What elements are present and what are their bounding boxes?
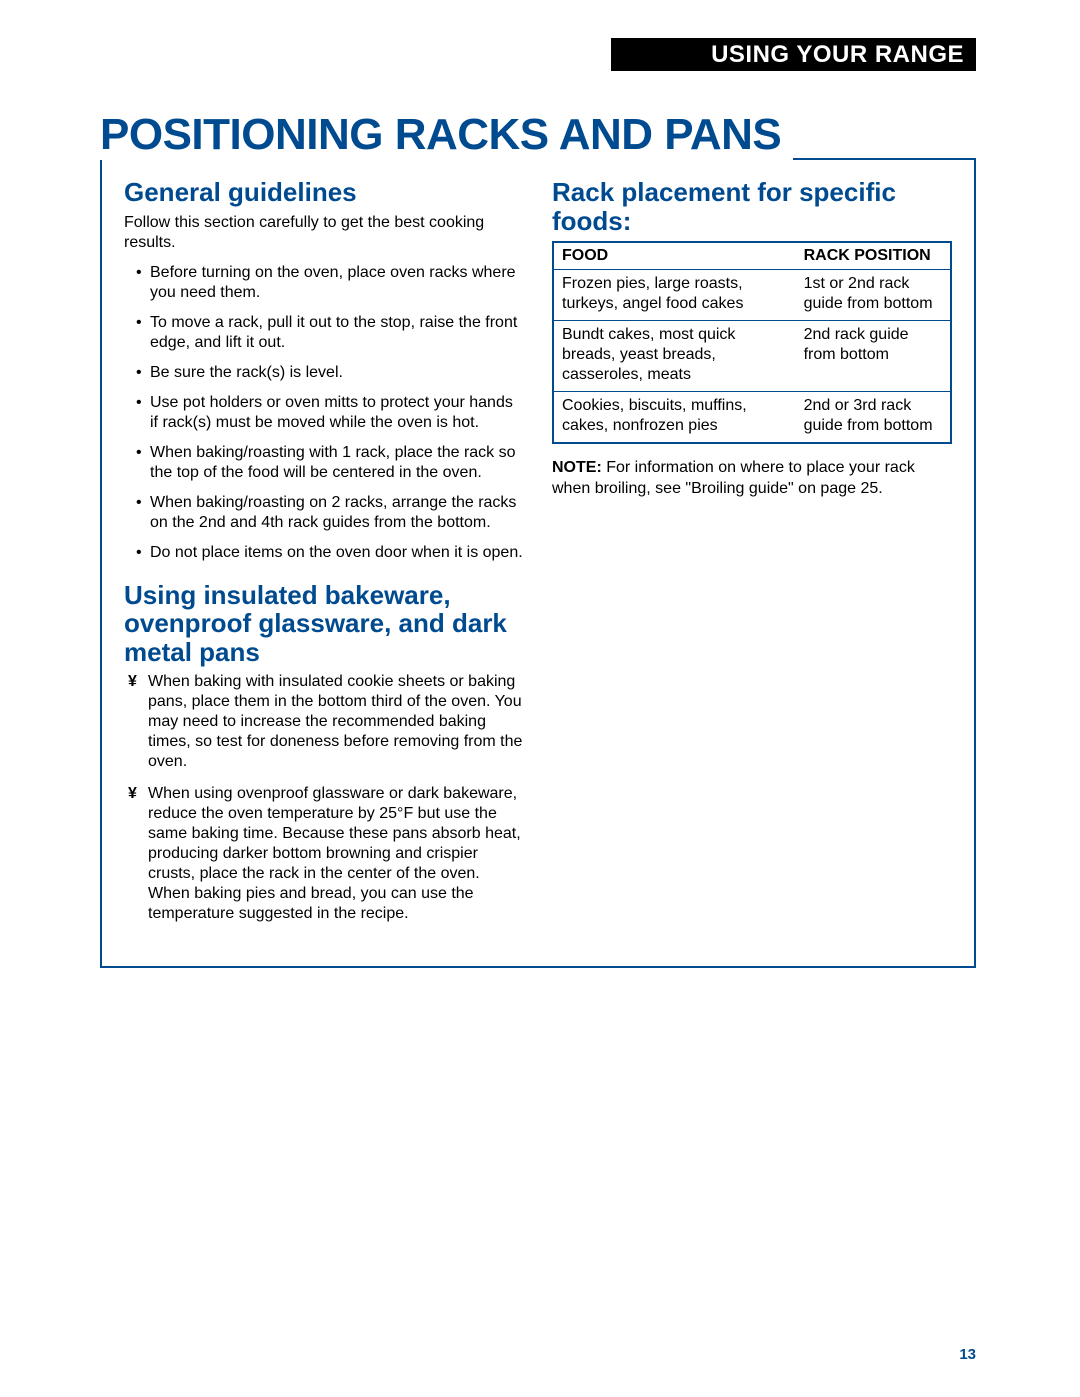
right-column: Rack placement for specific foods: FOOD … xyxy=(552,178,952,936)
note-text: NOTE: For information on where to place … xyxy=(552,458,952,500)
list-item: To move a rack, pull it out to the stop,… xyxy=(136,313,524,353)
intro-text: Follow this section carefully to get the… xyxy=(124,213,524,253)
cell-rack: 2nd rack guide from bottom xyxy=(796,321,951,392)
table-header-rack: RACK POSITION xyxy=(796,242,951,270)
note-label: NOTE: xyxy=(552,459,602,476)
header-section-label: USING YOUR RANGE xyxy=(711,41,964,69)
page-number: 13 xyxy=(959,1346,976,1363)
rack-placement-table: FOOD RACK POSITION Frozen pies, large ro… xyxy=(552,241,952,444)
table-row: Bundt cakes, most quick breads, yeast br… xyxy=(553,321,951,392)
page-title: POSITIONING RACKS AND PANS xyxy=(100,110,793,160)
cell-rack: 1st or 2nd rack guide from bottom xyxy=(796,270,951,321)
content-frame: General guidelines Follow this section c… xyxy=(100,158,976,968)
header-section-bar: USING YOUR RANGE xyxy=(611,38,976,71)
heading-rack-placement: Rack placement for specific foods: xyxy=(552,178,952,235)
list-item: When baking/roasting with 1 rack, place … xyxy=(136,443,524,483)
heading-bakeware: Using insulated bakeware, ovenproof glas… xyxy=(124,581,524,667)
list-item: When using ovenproof glassware or dark b… xyxy=(124,784,524,924)
heading-general-guidelines: General guidelines xyxy=(124,178,524,207)
left-column: General guidelines Follow this section c… xyxy=(124,178,524,936)
list-item: Be sure the rack(s) is level. xyxy=(136,363,524,383)
list-item: When baking with insulated cookie sheets… xyxy=(124,672,524,772)
list-item: Use pot holders or oven mitts to protect… xyxy=(136,393,524,433)
table-row: Frozen pies, large roasts, turkeys, ange… xyxy=(553,270,951,321)
table-header-food: FOOD xyxy=(553,242,796,270)
list-item: Do not place items on the oven door when… xyxy=(136,543,524,563)
cell-food: Cookies, biscuits, muffins, cakes, nonfr… xyxy=(553,392,796,444)
cell-food: Frozen pies, large roasts, turkeys, ange… xyxy=(553,270,796,321)
guidelines-list: Before turning on the oven, place oven r… xyxy=(124,263,524,563)
list-item: Before turning on the oven, place oven r… xyxy=(136,263,524,303)
cell-food: Bundt cakes, most quick breads, yeast br… xyxy=(553,321,796,392)
bakeware-list: When baking with insulated cookie sheets… xyxy=(124,672,524,924)
list-item: When baking/roasting on 2 racks, arrange… xyxy=(136,493,524,533)
table-row: Cookies, biscuits, muffins, cakes, nonfr… xyxy=(553,392,951,444)
cell-rack: 2nd or 3rd rack guide from bottom xyxy=(796,392,951,444)
note-body: For information on where to place your r… xyxy=(552,459,915,497)
